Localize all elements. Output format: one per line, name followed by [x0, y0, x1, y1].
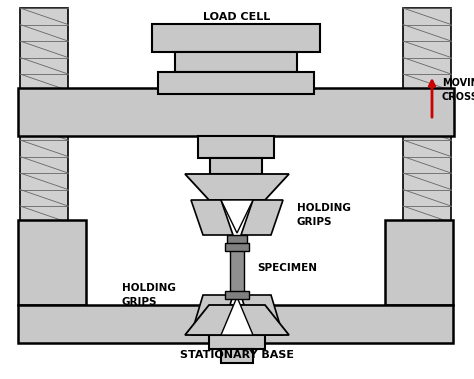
Text: HOLDING
GRIPS: HOLDING GRIPS — [122, 283, 176, 307]
Text: LOAD CELL: LOAD CELL — [203, 12, 271, 22]
Polygon shape — [241, 295, 283, 335]
Polygon shape — [221, 200, 253, 233]
Polygon shape — [209, 335, 265, 349]
Text: SPECIMEN: SPECIMEN — [257, 263, 317, 273]
Polygon shape — [18, 88, 454, 136]
Polygon shape — [185, 305, 289, 335]
Polygon shape — [230, 247, 244, 295]
Polygon shape — [385, 220, 453, 305]
Polygon shape — [227, 235, 247, 247]
Polygon shape — [18, 220, 86, 305]
Polygon shape — [210, 158, 262, 174]
Polygon shape — [403, 8, 451, 305]
Polygon shape — [185, 174, 289, 200]
Polygon shape — [225, 243, 249, 251]
Text: HOLDING
GRIPS: HOLDING GRIPS — [297, 204, 351, 227]
Polygon shape — [152, 24, 320, 52]
Polygon shape — [241, 200, 283, 235]
Polygon shape — [221, 297, 253, 335]
Polygon shape — [191, 200, 233, 235]
Polygon shape — [18, 305, 453, 343]
Polygon shape — [221, 349, 253, 363]
Text: STATIONARY BASE: STATIONARY BASE — [180, 350, 294, 360]
Polygon shape — [20, 8, 68, 305]
Polygon shape — [198, 136, 274, 158]
Polygon shape — [175, 52, 297, 72]
Text: MOVING
CROSSHEAD: MOVING CROSSHEAD — [442, 78, 474, 102]
Polygon shape — [191, 295, 233, 335]
Polygon shape — [158, 72, 314, 94]
Polygon shape — [225, 291, 249, 299]
